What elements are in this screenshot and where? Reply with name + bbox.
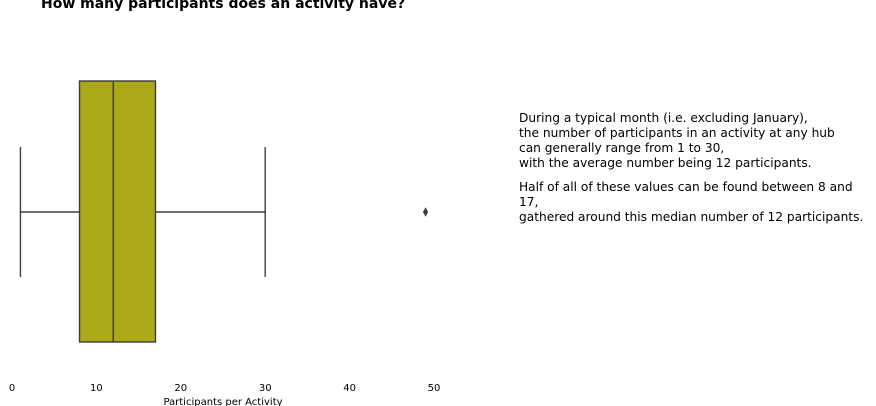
outlier-point <box>422 207 429 217</box>
x-tick-label: 30 <box>259 383 272 394</box>
x-tick-label: 10 <box>90 383 103 394</box>
chart-title: How many participants does an activity h… <box>41 0 406 12</box>
x-tick-label: 20 <box>174 383 187 394</box>
box-plot: 0 10 20 30 40 50 Participants per Activity <box>9 80 441 406</box>
summary-line: the number of participants in an activit… <box>519 126 835 140</box>
box-layer <box>19 80 429 343</box>
summary-line: gathered around this median number of 12… <box>519 210 864 224</box>
x-tick-label: 0 <box>9 383 15 394</box>
x-axis-label: Participants per Activity <box>163 397 282 406</box>
summary-text: During a typical month (i.e. excluding J… <box>519 111 875 225</box>
summary-line: with the average number being 12 partici… <box>519 156 812 170</box>
interquartile-box <box>78 80 157 343</box>
x-axis-ticks: 0 10 20 30 40 50 <box>9 383 441 394</box>
summary-line: Half of all of these values can be found… <box>519 180 853 209</box>
summary-line: can generally range from 1 to 30, <box>519 141 725 155</box>
summary-line: During a typical month (i.e. excluding J… <box>519 111 808 125</box>
x-tick-label: 40 <box>343 383 356 394</box>
x-tick-label: 50 <box>428 383 441 394</box>
